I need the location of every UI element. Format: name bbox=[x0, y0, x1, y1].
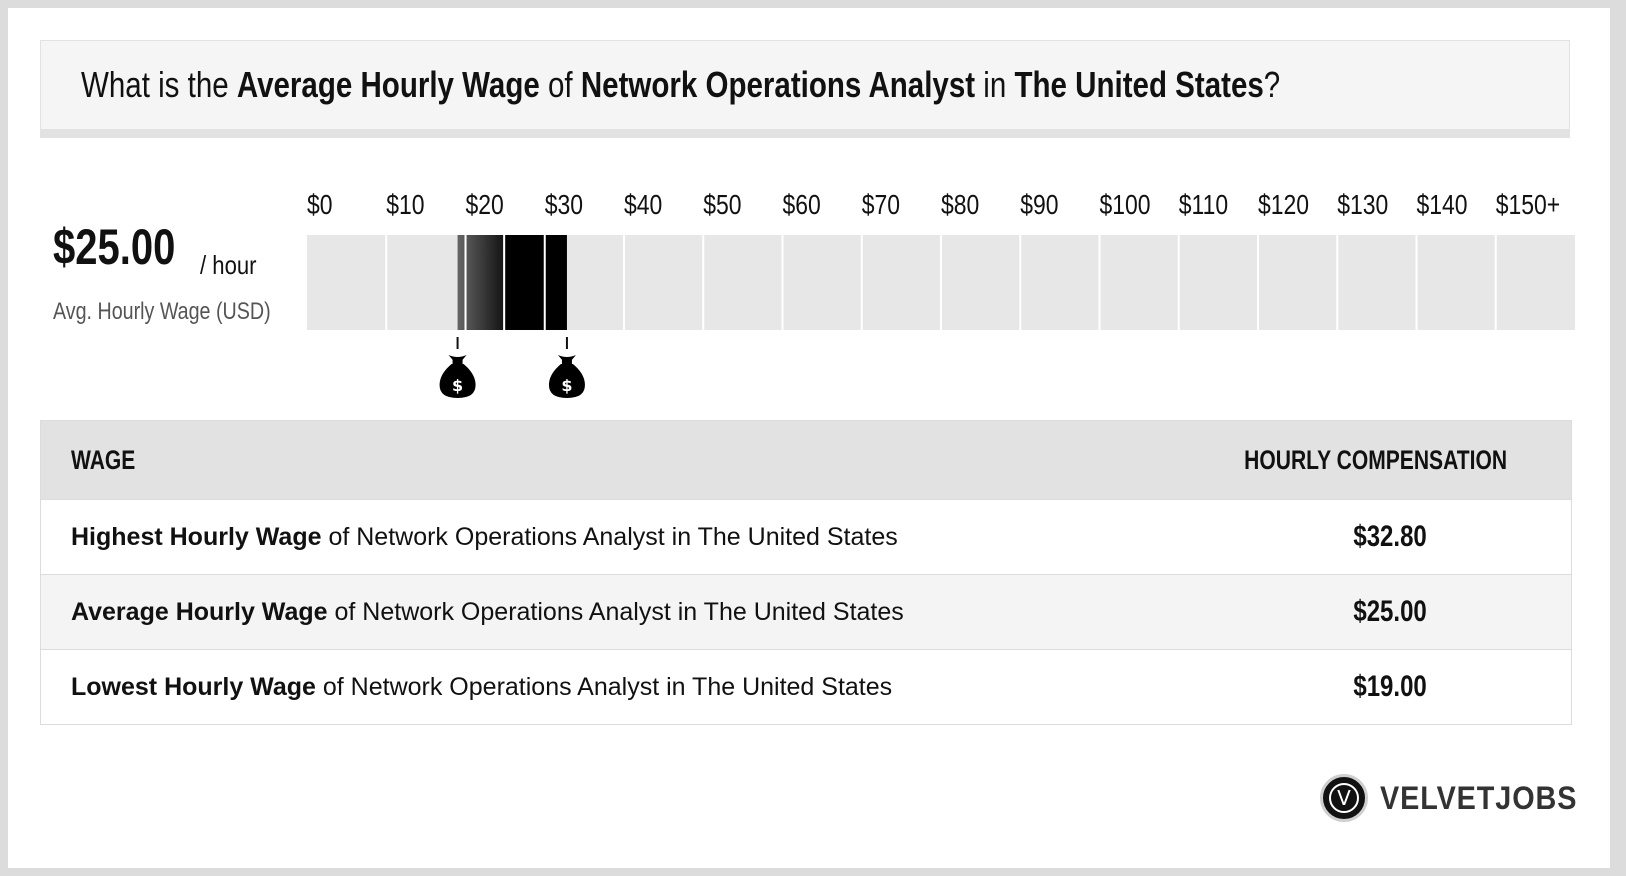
tick-label: $20 bbox=[466, 190, 504, 221]
wage-range-chart: $0 $10 $20 $30 $40 $50 $60 $70 $80 $90 $100 $110 $12… bbox=[307, 190, 1575, 398]
table-row-lowest: Lowest Hourly Wage of Network Operations… bbox=[41, 649, 1571, 724]
average-wage-unit: / hour bbox=[200, 250, 257, 280]
range-average-divider bbox=[503, 235, 506, 330]
header-hourly-compensation: HOURLY COMPENSATION bbox=[1244, 445, 1507, 475]
tick-label: $120 bbox=[1258, 190, 1309, 221]
question-job: Network Operations Analyst bbox=[580, 64, 976, 105]
tick-label: $50 bbox=[703, 190, 741, 221]
tick-label: $100 bbox=[1100, 190, 1151, 221]
range-bar-average-to-high bbox=[505, 235, 567, 330]
tick-label: $150+ bbox=[1496, 190, 1560, 221]
table-header: WAGE HOURLY COMPENSATION bbox=[41, 421, 1571, 499]
tick-label: $140 bbox=[1417, 190, 1468, 221]
row-description: Lowest Hourly Wage of Network Operations… bbox=[71, 673, 893, 701]
tick-label: $90 bbox=[1020, 190, 1058, 221]
tick-label: $110 bbox=[1179, 190, 1228, 221]
question-location: The United States bbox=[1014, 64, 1264, 105]
tick-label: $40 bbox=[624, 190, 662, 221]
question-text: What is the Average Hourly Wage of Netwo… bbox=[81, 64, 1281, 105]
wage-table: WAGE HOURLY COMPENSATION Highest Hourly … bbox=[40, 420, 1572, 725]
tick-label: $0 bbox=[307, 190, 333, 221]
tick-label: $30 bbox=[545, 190, 583, 221]
row-value: $19.00 bbox=[1353, 670, 1427, 703]
table-row-average: Average Hourly Wage of Network Operation… bbox=[41, 574, 1571, 649]
average-wage-block: $25.00 / hour Avg. Hourly Wage (USD) bbox=[53, 218, 271, 325]
tick-label: $10 bbox=[386, 190, 424, 221]
average-wage-caption: Avg. Hourly Wage (USD) bbox=[53, 298, 271, 325]
row-description: Highest Hourly Wage of Network Operation… bbox=[71, 523, 898, 551]
tick-label: $80 bbox=[941, 190, 979, 221]
logo-badge-icon: V bbox=[1320, 774, 1368, 822]
logo-text: VELVETJOBS bbox=[1380, 780, 1578, 816]
row-value: $32.80 bbox=[1353, 520, 1427, 553]
question-metric: Average Hourly Wage bbox=[236, 64, 540, 105]
row-description: Average Hourly Wage of Network Operation… bbox=[71, 598, 904, 626]
money-bag-icon: $ bbox=[548, 355, 585, 398]
tick-label: $130 bbox=[1337, 190, 1388, 221]
money-bag-icon: $ bbox=[439, 355, 476, 398]
header-wage: WAGE bbox=[71, 445, 136, 475]
svg-text:$: $ bbox=[561, 376, 572, 395]
svg-text:$: $ bbox=[452, 376, 463, 395]
question-header: What is the Average Hourly Wage of Netwo… bbox=[40, 40, 1570, 138]
tick-label: $70 bbox=[862, 190, 900, 221]
tick-label: $60 bbox=[783, 190, 821, 221]
average-wage-value: $25.00 bbox=[53, 219, 176, 275]
table-row-highest: Highest Hourly Wage of Network Operation… bbox=[41, 499, 1571, 574]
row-value: $25.00 bbox=[1353, 595, 1427, 628]
